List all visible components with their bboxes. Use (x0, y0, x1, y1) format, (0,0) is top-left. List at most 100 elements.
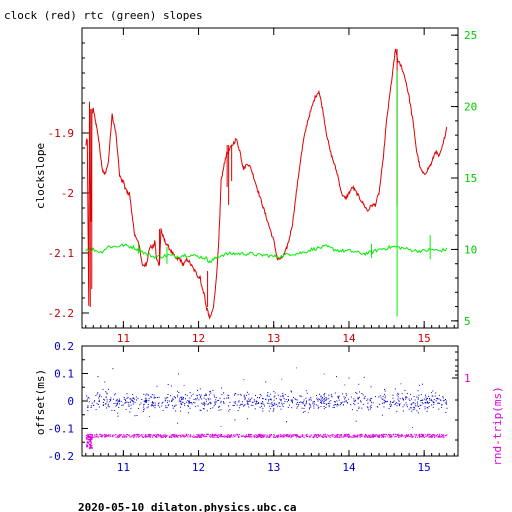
offset-point (132, 394, 134, 395)
offset-point (267, 392, 269, 393)
offset-point (98, 397, 100, 399)
offset-point (173, 406, 175, 407)
offset-point (388, 408, 390, 409)
offset-point (312, 401, 314, 403)
round-trip-point (388, 434, 390, 436)
round-trip-point (277, 435, 279, 437)
offset-point (125, 401, 127, 403)
round-trip-point (257, 434, 259, 436)
offset-point (398, 393, 400, 395)
offset-point (232, 405, 234, 406)
offset-point (275, 398, 277, 400)
round-trip-point (419, 434, 421, 436)
offset-point (431, 400, 433, 402)
offset-point (404, 389, 406, 391)
offset-point (126, 393, 128, 395)
round-trip-point (106, 434, 108, 436)
offset-point (255, 403, 257, 405)
offset-point (333, 404, 335, 406)
offset-point (416, 396, 418, 398)
round-trip-point (260, 436, 262, 438)
offset-point (180, 400, 181, 402)
round-trip-point (359, 434, 361, 436)
offset-point (143, 408, 145, 410)
round-trip-point (197, 436, 198, 438)
offset-point (417, 398, 419, 400)
offset-point (247, 400, 249, 402)
offset-point (256, 401, 258, 403)
offset-point (118, 400, 120, 402)
offset-point (445, 402, 447, 404)
offset-point (229, 409, 231, 410)
round-trip-point (296, 435, 298, 436)
offset-x-tick-label: 13 (267, 461, 280, 474)
round-trip-point (205, 435, 207, 437)
round-trip-point (426, 434, 428, 436)
round-trip-point (223, 436, 225, 438)
offset-point (309, 407, 311, 409)
offset-point (268, 405, 270, 407)
offset-point (318, 398, 320, 400)
offset-point (166, 397, 167, 399)
offset-point (430, 398, 432, 400)
offset-point (324, 399, 326, 401)
offset-point (347, 402, 349, 404)
offset-point (328, 406, 330, 408)
round-trip-point (291, 434, 293, 436)
offset-point (249, 399, 251, 400)
round-trip-point (142, 434, 144, 436)
round-trip-point (244, 437, 246, 438)
round-trip-point (368, 435, 370, 437)
round-trip-point (394, 433, 396, 435)
y2-tick-label: 5 (464, 315, 471, 328)
offset-point (202, 403, 204, 405)
offset-point (430, 400, 432, 401)
offset-point (221, 394, 223, 396)
round-trip-point (226, 436, 228, 438)
round-trip-point (383, 435, 385, 437)
round-trip-point (357, 434, 359, 436)
offset-point (282, 392, 284, 394)
round-trip-point (334, 437, 336, 438)
round-trip-point (97, 435, 99, 437)
round-trip-point (155, 437, 157, 438)
round-trip-point (170, 434, 172, 436)
round-trip-point (195, 436, 197, 438)
offset-point (119, 403, 120, 405)
offset-point (109, 401, 111, 403)
round-trip-point (441, 434, 443, 435)
offset-x-tick-label: 12 (192, 461, 205, 474)
round-trip-point (236, 433, 238, 435)
offset-point (264, 405, 265, 407)
offset-point (284, 393, 286, 395)
round-trip-point (86, 446, 88, 448)
offset-point (199, 388, 201, 390)
offset-point (234, 402, 236, 404)
offset-point (403, 399, 405, 401)
offset-point (350, 404, 352, 406)
round-trip-point (359, 437, 361, 438)
round-trip-point (138, 433, 140, 435)
round-trip-point (301, 434, 303, 436)
offset-point (166, 407, 168, 409)
round-trip-point (207, 433, 208, 435)
offset-point (215, 397, 217, 398)
round-trip-point (427, 434, 429, 436)
round-trip-point (110, 435, 111, 437)
offset-point (372, 402, 374, 404)
round-trip-point (283, 433, 285, 435)
offset-point (248, 406, 250, 408)
offset-point (432, 395, 434, 397)
offset-point (360, 401, 362, 403)
round-trip-point (173, 434, 175, 436)
round-trip-point (351, 436, 353, 438)
offset-y-tick-label: -0.1 (48, 423, 75, 436)
offset-point (233, 405, 235, 406)
offset-point (436, 397, 438, 399)
round-trip-point (89, 445, 91, 447)
offset-point (338, 404, 340, 406)
round-trip-point (203, 435, 205, 436)
offset-point (88, 401, 90, 403)
offset-point (210, 408, 212, 409)
offset-point (107, 403, 109, 405)
